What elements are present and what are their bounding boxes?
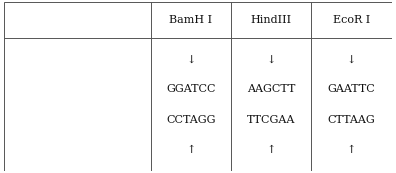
Text: GGATCC: GGATCC <box>166 84 215 94</box>
Text: EcoR I: EcoR I <box>333 15 370 25</box>
Text: ↑: ↑ <box>186 145 196 155</box>
Text: BamH I: BamH I <box>169 15 212 25</box>
Text: ↑: ↑ <box>267 145 276 155</box>
Text: AAGCTT: AAGCTT <box>247 84 295 94</box>
Text: ↓: ↓ <box>186 56 196 66</box>
Text: HindIII: HindIII <box>251 15 292 25</box>
Text: ↑: ↑ <box>347 145 356 155</box>
Text: TTCGAA: TTCGAA <box>247 115 295 125</box>
Text: CCTAGG: CCTAGG <box>166 115 215 125</box>
Text: GAATTC: GAATTC <box>328 84 375 94</box>
Text: CTTAAG: CTTAAG <box>328 115 375 125</box>
Text: ↓: ↓ <box>267 56 276 66</box>
Text: ↓: ↓ <box>347 56 356 66</box>
